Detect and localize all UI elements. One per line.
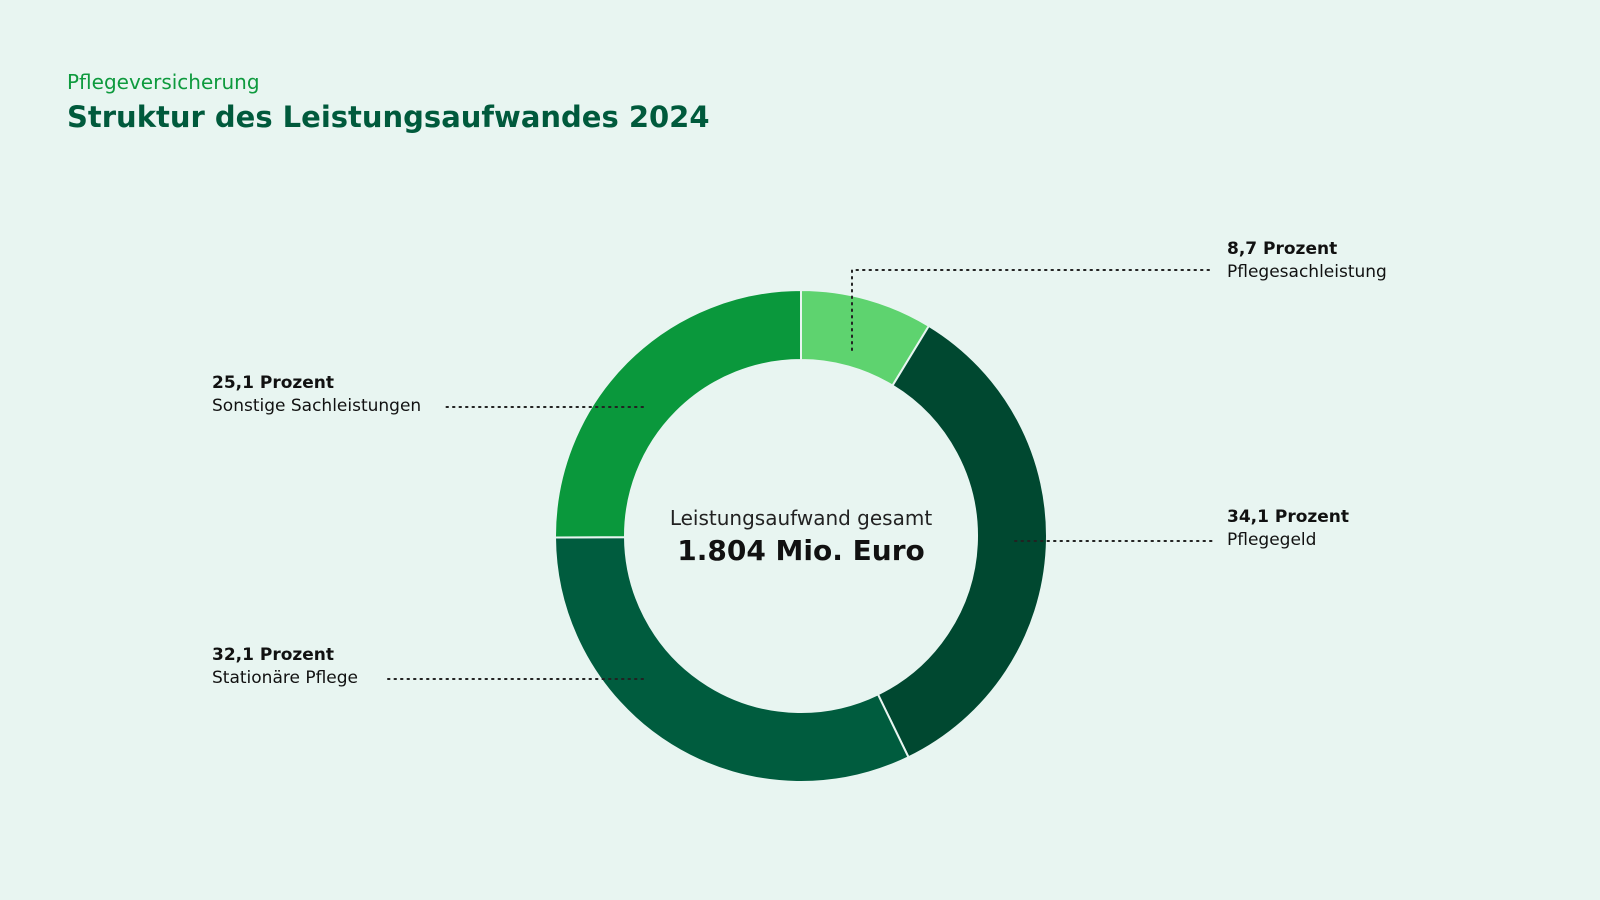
slice-station-re-pflege bbox=[553, 536, 910, 783]
chart-title: Struktur des Leistungsaufwandes 2024 bbox=[67, 100, 710, 134]
leader-line bbox=[851, 269, 1213, 351]
label-value: 32,1 Prozent bbox=[212, 645, 335, 665]
label-sonstige-sachleistungen: 25,1 Prozent Sonstige Sachleistungen bbox=[212, 372, 421, 418]
chart-kicker: Pflegeversicherung bbox=[67, 70, 260, 94]
label-value: 25,1 Prozent bbox=[212, 373, 335, 393]
label-value: 34,1 Prozent bbox=[1227, 507, 1350, 527]
slice-pflegegeld bbox=[876, 324, 1048, 759]
label-pflegesachleistung: 8,7 Prozent Pflegesachleistung bbox=[1227, 238, 1387, 284]
center-value: 1.804 Mio. Euro bbox=[677, 534, 925, 567]
center-label: Leistungsaufwand gesamt bbox=[669, 506, 933, 530]
label-name: Pflegegeld bbox=[1227, 530, 1317, 550]
label-pflegegeld: 34,1 Prozent Pflegegeld bbox=[1227, 506, 1349, 552]
label-name: Sonstige Sachleistungen bbox=[212, 396, 422, 416]
slice-sonstige-sachleistungen bbox=[554, 288, 802, 539]
label-value: 8,7 Prozent bbox=[1227, 239, 1338, 259]
label-name: Stationäre Pflege bbox=[212, 668, 359, 688]
label-name: Pflegesachleistung bbox=[1227, 262, 1387, 282]
label-stationaere-pflege: 32,1 Prozent Stationäre Pflege bbox=[212, 644, 358, 690]
